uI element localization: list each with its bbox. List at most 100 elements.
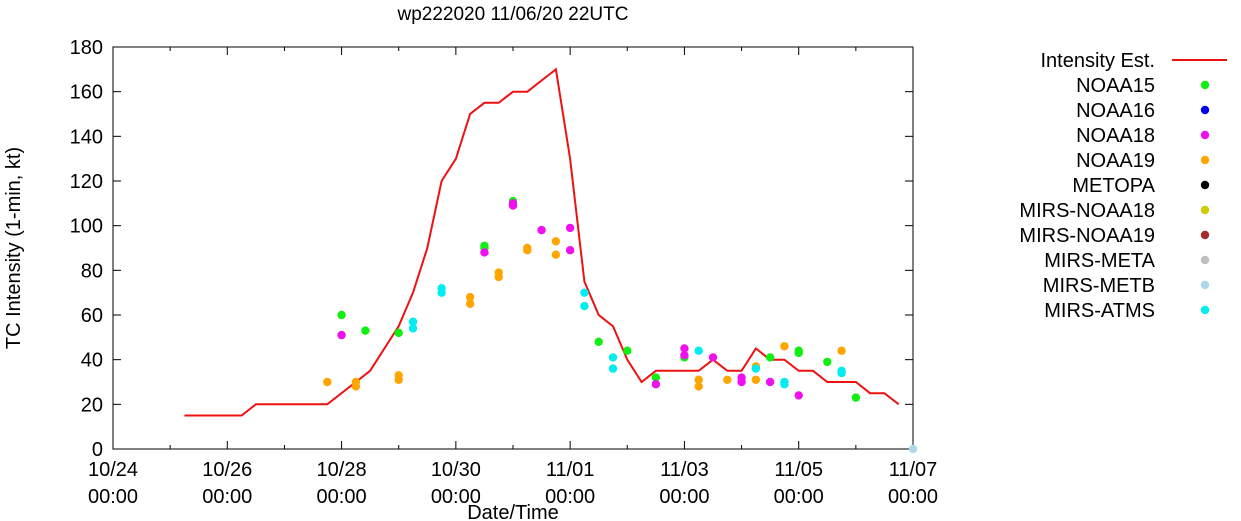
legend-marker-noaa18 (1200, 130, 1210, 140)
noaa19-point (694, 375, 703, 384)
legend-marker-mirs-atms (1200, 305, 1210, 315)
noaa19-point (465, 292, 475, 302)
noaa18-point (565, 223, 575, 233)
noaa19-point (837, 346, 846, 355)
mirs-atms-point (580, 288, 589, 297)
legend-label-noaa19: NOAA19 (1076, 150, 1155, 172)
noaa18-point (337, 330, 346, 340)
legend-marker-mirs-noaa18 (1200, 205, 1210, 215)
y-tick-label: 180 (70, 37, 103, 59)
x-tick-label: 10/30 (431, 459, 481, 481)
noaa18-point (708, 353, 718, 362)
y-tick-label: 20 (81, 394, 103, 416)
mirs-atms-point (608, 353, 618, 362)
noaa19-point (751, 375, 761, 384)
noaa19-point (780, 342, 789, 351)
legend-marker-noaa16 (1200, 105, 1210, 115)
noaa18-point (651, 380, 661, 389)
legend-label-mirs-atms: MIRS-ATMS (1044, 300, 1155, 322)
x-tick-label: 10/28 (317, 459, 367, 481)
legend-label-mirs-meta: MIRS-META (1044, 250, 1155, 272)
mirs-atms-point (580, 301, 589, 311)
legend-label-metopa: METOPA (1072, 175, 1155, 197)
y-tick-label: 40 (81, 350, 103, 372)
y-tick-label: 60 (81, 305, 103, 327)
x-tick-label: 11/05 (774, 459, 823, 481)
noaa18-point (565, 246, 575, 255)
noaa15-point (337, 310, 346, 320)
noaa15-point (794, 348, 803, 358)
x-tick-label: 00:00 (317, 486, 367, 508)
noaa18-point (537, 225, 546, 235)
noaa15-point (394, 328, 403, 338)
legend-label-noaa16: NOAA16 (1076, 100, 1155, 122)
y-tick-label: 140 (70, 126, 103, 148)
mirs-atms-point (837, 368, 846, 378)
noaa19-point (351, 382, 361, 391)
noaa18-point (737, 377, 746, 387)
noaa19-point (551, 250, 561, 259)
x-tick-label: 00:00 (774, 486, 824, 508)
x-tick-label: 00:00 (659, 486, 709, 508)
mirs-atms-point (751, 364, 761, 373)
noaa18-point (680, 351, 689, 360)
mirs-atms-point (780, 380, 789, 389)
noaa15-point (594, 337, 603, 346)
legend-marker-metopa (1200, 180, 1210, 190)
noaa19-point (551, 237, 561, 246)
noaa19-point (723, 375, 732, 384)
noaa15-point (765, 353, 775, 362)
noaa19-point (694, 382, 703, 391)
y-tick-label: 160 (70, 82, 103, 104)
x-tick-label: 10/26 (202, 459, 252, 481)
noaa18-point (508, 201, 518, 210)
mirs-atms-point (437, 288, 446, 297)
y-tick-label: 100 (70, 216, 103, 238)
noaa18-point (765, 377, 775, 387)
mirs-atms-point (694, 346, 703, 355)
x-tick-label: 00:00 (88, 486, 138, 508)
y-axis-label: TC Intensity (1-min, kt) (3, 147, 25, 349)
noaa19-point (494, 272, 503, 282)
legend-label-intensity-est: Intensity Est. (1041, 50, 1156, 72)
legend-label-mirs-noaa18: MIRS-NOAA18 (1019, 200, 1155, 222)
x-axis-label: Date/Time (467, 502, 559, 521)
intensity-line (184, 67, 900, 417)
legend-marker-mirs-meta (1200, 255, 1210, 265)
legend-label-mirs-noaa19: MIRS-NOAA19 (1019, 225, 1155, 247)
x-tick-label: 11/01 (546, 459, 595, 481)
noaa19-point (465, 299, 475, 309)
noaa19-point (523, 246, 532, 255)
mirs-atms-point (608, 364, 618, 373)
legend-label-mirs-metb: MIRS-METB (1043, 275, 1155, 297)
legend-marker-noaa19 (1200, 155, 1210, 165)
legend-marker-mirs-metb (1200, 280, 1210, 290)
noaa18-point (680, 344, 689, 353)
x-tick-label: 11/03 (660, 459, 709, 481)
mirs-metb-point (908, 444, 918, 454)
chart-title: wp222020 11/06/20 22UTC (397, 4, 629, 25)
x-tick-label: 00:00 (545, 486, 595, 508)
legend-marker-mirs-noaa19 (1200, 230, 1210, 240)
noaa18-point (794, 391, 803, 400)
noaa15-point (361, 326, 370, 335)
y-tick-label: 120 (70, 171, 103, 193)
mirs-atms-point (408, 324, 418, 333)
plot-frame (112, 46, 914, 450)
x-tick-label: 00:00 (202, 486, 252, 508)
noaa15-point (851, 393, 861, 402)
legend-label-noaa18: NOAA18 (1076, 125, 1155, 147)
noaa15-point (623, 346, 632, 355)
y-tick-label: 80 (81, 260, 103, 282)
legend-marker-noaa15 (1200, 80, 1210, 90)
noaa15-point (823, 357, 832, 367)
noaa19-point (394, 375, 403, 384)
noaa15-point (651, 373, 661, 382)
x-tick-label: 11/07 (889, 459, 938, 481)
mirs-atms-point (408, 317, 418, 326)
x-tick-label: 00:00 (431, 486, 481, 508)
noaa19-point (323, 377, 332, 387)
legend-label-noaa15: NOAA15 (1076, 75, 1155, 97)
x-tick-label: 00:00 (888, 486, 938, 508)
